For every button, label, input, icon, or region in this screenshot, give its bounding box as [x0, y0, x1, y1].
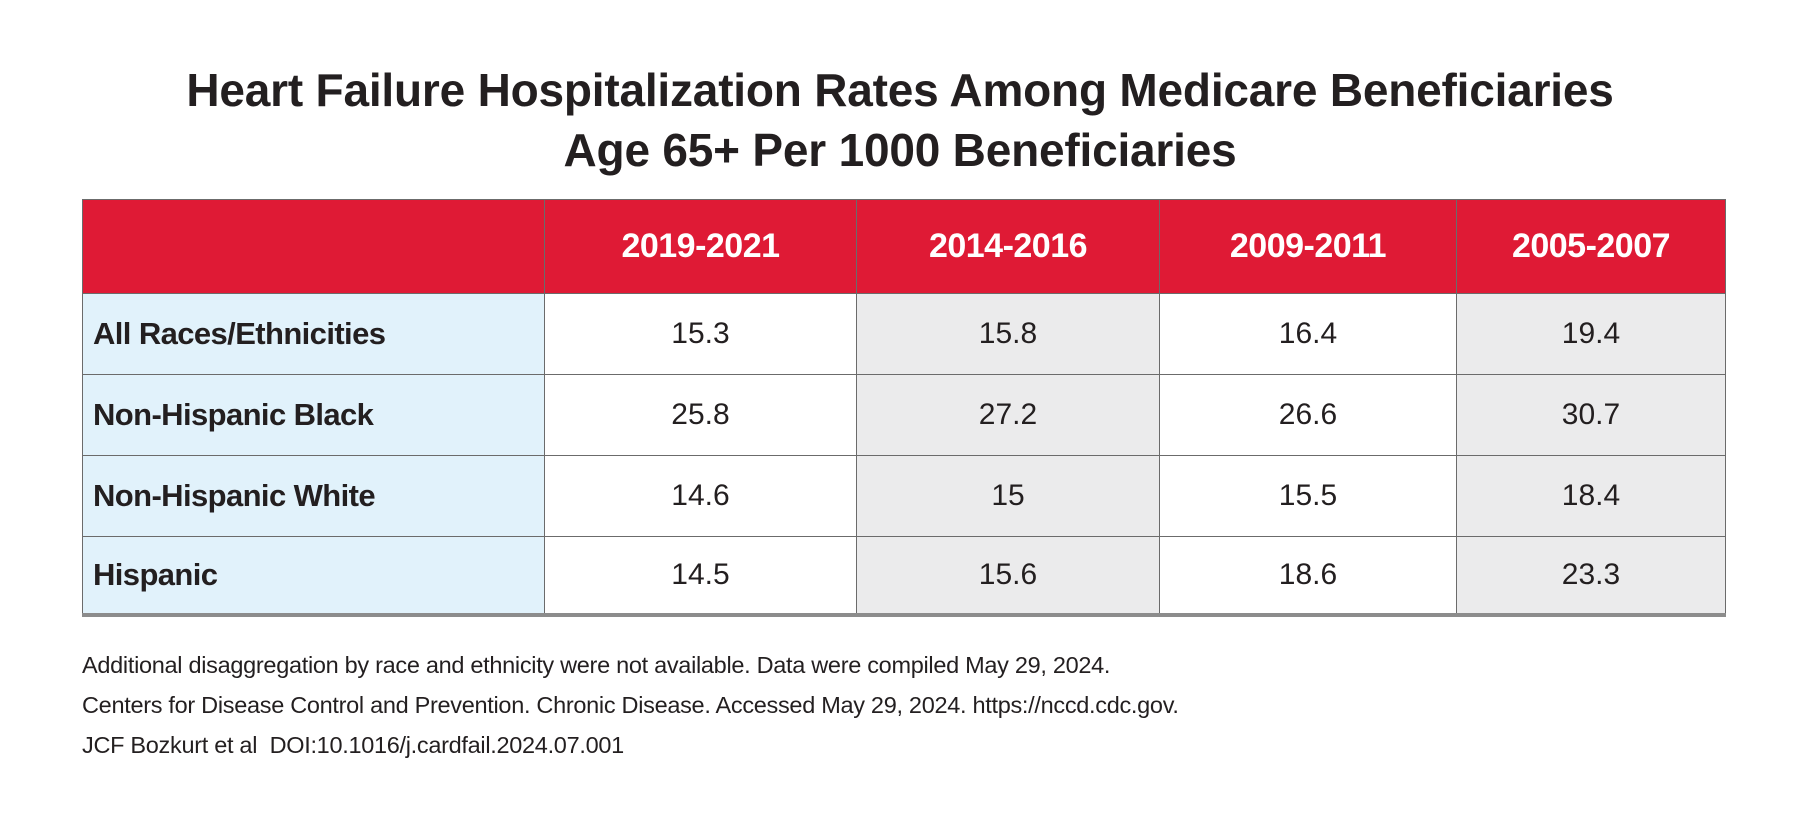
- table-cell-value: 15.8: [856, 293, 1160, 375]
- data-table-container: 2019-2021 2014-2016 2009-2011 2005-2007 …: [82, 199, 1726, 617]
- header-cell-2009-2011: 2009-2011: [1159, 199, 1457, 294]
- table-cell-value: 16.4: [1159, 293, 1457, 375]
- chart-title: Heart Failure Hospitalization Rates Amon…: [0, 60, 1800, 180]
- row-label-hispanic: Hispanic: [82, 536, 545, 617]
- table-row: Non-Hispanic Black 25.8 27.2 26.6 30.7: [82, 374, 1726, 456]
- table-cell-value: 27.2: [856, 374, 1160, 456]
- table-cell-value: 18.6: [1159, 536, 1457, 617]
- table-cell-value: 15.6: [856, 536, 1160, 617]
- table-cell-value: 30.7: [1456, 374, 1726, 456]
- table-cell-value: 25.8: [544, 374, 857, 456]
- footnote-disaggregation: Additional disaggregation by race and et…: [82, 652, 1111, 678]
- chart-title-line-1: Heart Failure Hospitalization Rates Amon…: [186, 64, 1614, 116]
- row-label-non-hispanic-black: Non-Hispanic Black: [82, 374, 545, 456]
- footnote-source: Centers for Disease Control and Preventi…: [82, 692, 1179, 718]
- table-header-row: 2019-2021 2014-2016 2009-2011 2005-2007: [82, 199, 1726, 294]
- table-cell-value: 14.5: [544, 536, 857, 617]
- header-cell-2014-2016: 2014-2016: [856, 199, 1160, 294]
- table-cell-value: 18.4: [1456, 455, 1726, 537]
- table-cell-value: 26.6: [1159, 374, 1457, 456]
- table-cell-value: 15: [856, 455, 1160, 537]
- data-table: 2019-2021 2014-2016 2009-2011 2005-2007 …: [82, 199, 1726, 617]
- row-label-non-hispanic-white: Non-Hispanic White: [82, 455, 545, 537]
- header-cell-corner: [82, 199, 545, 294]
- footnotes: Additional disaggregation by race and et…: [82, 645, 1725, 765]
- table-cell-value: 14.6: [544, 455, 857, 537]
- table-cell-value: 15.3: [544, 293, 857, 375]
- header-cell-2005-2007: 2005-2007: [1456, 199, 1726, 294]
- table-row: All Races/Ethnicities 15.3 15.8 16.4 19.…: [82, 293, 1726, 375]
- table-cell-value: 19.4: [1456, 293, 1726, 375]
- row-label-all-races: All Races/Ethnicities: [82, 293, 545, 375]
- footnote-citation: JCF Bozkurt et al DOI:10.1016/j.cardfail…: [82, 732, 624, 758]
- table-cell-value: 15.5: [1159, 455, 1457, 537]
- table-row: Non-Hispanic White 14.6 15 15.5 18.4: [82, 455, 1726, 537]
- table-row: Hispanic 14.5 15.6 18.6 23.3: [82, 536, 1726, 617]
- table-cell-value: 23.3: [1456, 536, 1726, 617]
- header-cell-2019-2021: 2019-2021: [544, 199, 857, 294]
- chart-title-line-2: Age 65+ Per 1000 Beneficiaries: [563, 124, 1237, 176]
